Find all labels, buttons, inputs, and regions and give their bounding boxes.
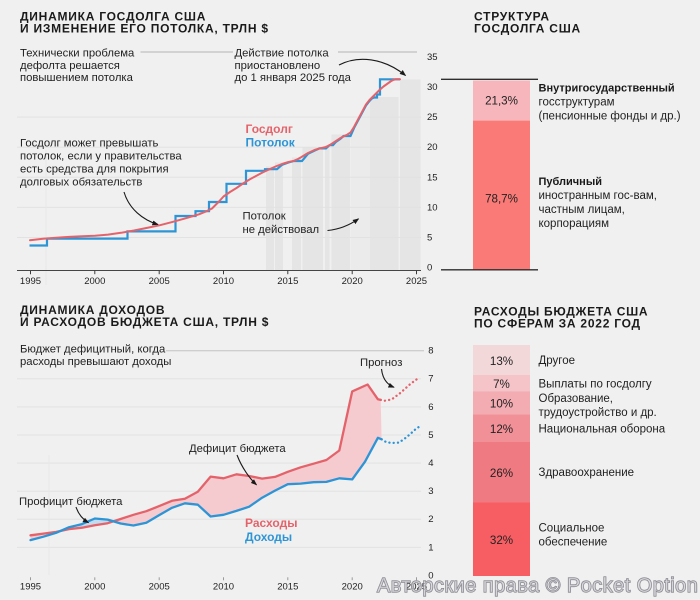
svg-text:2025: 2025 <box>406 582 427 593</box>
svg-text:2010: 2010 <box>213 276 234 287</box>
svg-text:78,7%: 78,7% <box>485 193 518 206</box>
svg-text:Внутригосударственный: Внутригосударственный <box>539 83 675 95</box>
svg-text:до 1 января 2025 года: до 1 января 2025 года <box>235 72 352 84</box>
svg-text:Профицит бюджета: Профицит бюджета <box>19 496 123 508</box>
svg-text:дефолта решается: дефолта решается <box>20 60 120 72</box>
svg-text:Образование,: Образование, <box>539 393 613 405</box>
svg-text:0: 0 <box>428 570 433 581</box>
svg-text:Национальная оборона: Национальная оборона <box>539 423 666 435</box>
svg-text:2000: 2000 <box>84 582 105 593</box>
svg-text:ПО СФЕРАМ ЗА 2022 ГОД: ПО СФЕРАМ ЗА 2022 ГОД <box>474 317 641 331</box>
svg-text:повышением потолка: повышением потолка <box>20 72 134 84</box>
svg-text:Действие потолка: Действие потолка <box>235 48 330 60</box>
svg-text:13%: 13% <box>490 355 513 368</box>
svg-text:2015: 2015 <box>277 582 298 593</box>
svg-text:корпорациям: корпорациям <box>539 218 610 230</box>
svg-text:(пенсионные фонды и др.): (пенсионные фонды и др.) <box>539 111 681 123</box>
svg-text:Потолок: Потолок <box>243 211 286 223</box>
svg-text:2025: 2025 <box>406 276 427 287</box>
svg-text:приостановлено: приостановлено <box>235 60 321 72</box>
svg-text:Дефицит бюджета: Дефицит бюджета <box>189 443 286 455</box>
svg-text:0: 0 <box>427 263 432 274</box>
svg-text:И ИЗМЕНЕНИЕ ЕГО ПОТОЛКА, ТРЛН: И ИЗМЕНЕНИЕ ЕГО ПОТОЛКА, ТРЛН $ <box>20 22 269 36</box>
svg-text:частным лицам,: частным лицам, <box>539 204 625 216</box>
svg-text:4: 4 <box>428 458 433 469</box>
svg-text:15: 15 <box>427 172 438 183</box>
svg-text:25: 25 <box>427 112 438 123</box>
svg-text:2015: 2015 <box>277 276 298 287</box>
svg-text:1995: 1995 <box>20 582 41 593</box>
svg-text:5: 5 <box>427 233 432 244</box>
svg-text:ГОСДОЛГА США: ГОСДОЛГА США <box>474 22 581 36</box>
svg-text:Здравоохранение: Здравоохранение <box>539 467 635 479</box>
svg-text:Бюджет дефицитный, когда: Бюджет дефицитный, когда <box>20 344 166 356</box>
svg-text:потолок, если у правительства: потолок, если у правительства <box>20 151 182 163</box>
svg-text:Социальное: Социальное <box>539 523 605 535</box>
svg-text:8: 8 <box>428 346 433 357</box>
svg-text:РАСХОДЫ БЮДЖЕТА США: РАСХОДЫ БЮДЖЕТА США <box>474 305 648 319</box>
svg-text:5: 5 <box>428 430 433 441</box>
svg-text:32%: 32% <box>490 534 513 547</box>
svg-text:СТРУКТУРА: СТРУКТУРА <box>474 10 550 24</box>
svg-text:1: 1 <box>428 542 433 553</box>
svg-text:2000: 2000 <box>84 276 105 287</box>
svg-text:3: 3 <box>428 486 433 497</box>
svg-text:7%: 7% <box>493 378 510 391</box>
svg-text:2: 2 <box>428 514 433 525</box>
svg-text:Публичный: Публичный <box>539 176 602 188</box>
svg-text:долговых обязательств: долговых обязательств <box>20 177 142 189</box>
svg-text:26%: 26% <box>490 467 513 480</box>
svg-text:есть средства для покрытия: есть средства для покрытия <box>20 164 169 176</box>
svg-text:2010: 2010 <box>213 582 234 593</box>
svg-text:1995: 1995 <box>20 276 41 287</box>
svg-text:2020: 2020 <box>342 276 363 287</box>
svg-text:2005: 2005 <box>149 582 170 593</box>
svg-text:Расходы: Расходы <box>245 516 297 530</box>
svg-text:6: 6 <box>428 402 433 413</box>
svg-text:Другое: Другое <box>539 355 576 367</box>
svg-text:Выплаты по госдолгу: Выплаты по госдолгу <box>539 378 652 390</box>
svg-text:И РАСХОДОВ БЮДЖЕТА США, ТРЛН $: И РАСХОДОВ БЮДЖЕТА США, ТРЛН $ <box>20 315 269 329</box>
svg-text:расходы превышают доходы: расходы превышают доходы <box>20 356 171 368</box>
svg-text:Авторские права © Pocket Optio: Авторские права © Pocket Option <box>377 575 698 597</box>
svg-text:Доходы: Доходы <box>245 530 292 544</box>
svg-text:10%: 10% <box>490 398 513 411</box>
svg-text:иностранным гос-вам,: иностранным гос-вам, <box>539 190 657 202</box>
svg-text:трудоустройство и др.: трудоустройство и др. <box>539 407 657 419</box>
svg-text:ДИНАМИКА ДОХОДОВ: ДИНАМИКА ДОХОДОВ <box>20 303 165 317</box>
svg-text:Технически проблема: Технически проблема <box>20 48 135 60</box>
svg-text:ДИНАМИКА ГОСДОЛГА США: ДИНАМИКА ГОСДОЛГА США <box>20 10 206 24</box>
svg-text:2005: 2005 <box>149 276 170 287</box>
svg-text:7: 7 <box>428 374 433 385</box>
svg-text:10: 10 <box>427 202 438 213</box>
svg-text:12%: 12% <box>490 423 513 436</box>
svg-text:Потолок: Потолок <box>246 136 296 150</box>
svg-text:Прогноз: Прогноз <box>360 357 402 369</box>
svg-text:Госдолг: Госдолг <box>246 122 293 136</box>
svg-text:30: 30 <box>427 82 438 93</box>
svg-text:обеспечение: обеспечение <box>539 537 608 549</box>
svg-text:не действовал: не действовал <box>243 224 320 236</box>
svg-text:20: 20 <box>427 142 438 153</box>
svg-text:госструктурам: госструктурам <box>539 97 615 109</box>
svg-text:35: 35 <box>427 52 438 63</box>
svg-text:21,3%: 21,3% <box>485 95 518 108</box>
svg-text:2020: 2020 <box>342 582 363 593</box>
svg-text:Госдолг может превышать: Госдолг может превышать <box>20 138 159 150</box>
